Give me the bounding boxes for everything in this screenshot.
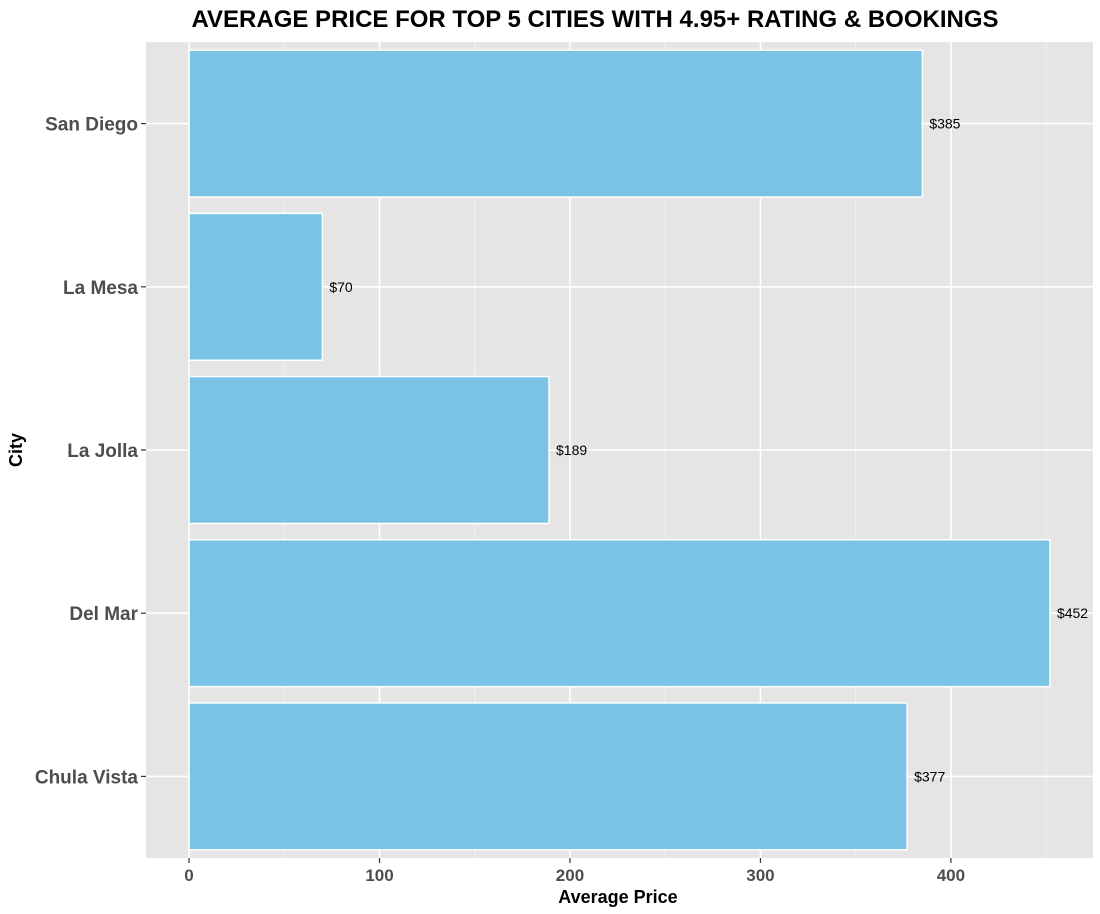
y-tick-label: Chula Vista bbox=[35, 767, 139, 788]
bar-la-jolla bbox=[188, 375, 550, 525]
bar-la-mesa bbox=[188, 212, 324, 361]
x-tick-label: 200 bbox=[556, 866, 584, 885]
x-tick-label: 400 bbox=[937, 866, 965, 885]
x-tick-label: 100 bbox=[365, 866, 393, 885]
x-tick-label: 0 bbox=[184, 866, 193, 885]
y-axis-title: City bbox=[6, 433, 26, 467]
bar-value-label: $189 bbox=[556, 442, 587, 458]
chart-title: AVERAGE PRICE FOR TOP 5 CITIES WITH 4.95… bbox=[191, 6, 998, 33]
x-axis: 0 100 200 300 400 bbox=[184, 858, 965, 885]
bars bbox=[188, 49, 1051, 851]
bar-value-label: $385 bbox=[929, 116, 960, 132]
y-axis: San Diego La Mesa La Jolla Del Mar Chula Vis… bbox=[35, 115, 146, 788]
bar-san-diego bbox=[188, 49, 924, 198]
bar-data-labels: $385 $70 $189 $452 $377 bbox=[329, 116, 1088, 785]
x-tick-label: 300 bbox=[746, 866, 774, 885]
x-axis-title: Average Price bbox=[558, 887, 677, 907]
y-tick-label: La Mesa bbox=[63, 278, 138, 299]
bar-chula-vista bbox=[188, 702, 908, 851]
bar-value-label: $452 bbox=[1057, 605, 1088, 621]
y-tick-label: San Diego bbox=[45, 115, 138, 136]
y-tick-label: La Jolla bbox=[67, 441, 138, 462]
bar-del-mar bbox=[188, 539, 1051, 688]
y-tick-label: Del Mar bbox=[69, 604, 138, 625]
bar-value-label: $377 bbox=[914, 768, 945, 784]
bar-value-label: $70 bbox=[329, 279, 353, 295]
